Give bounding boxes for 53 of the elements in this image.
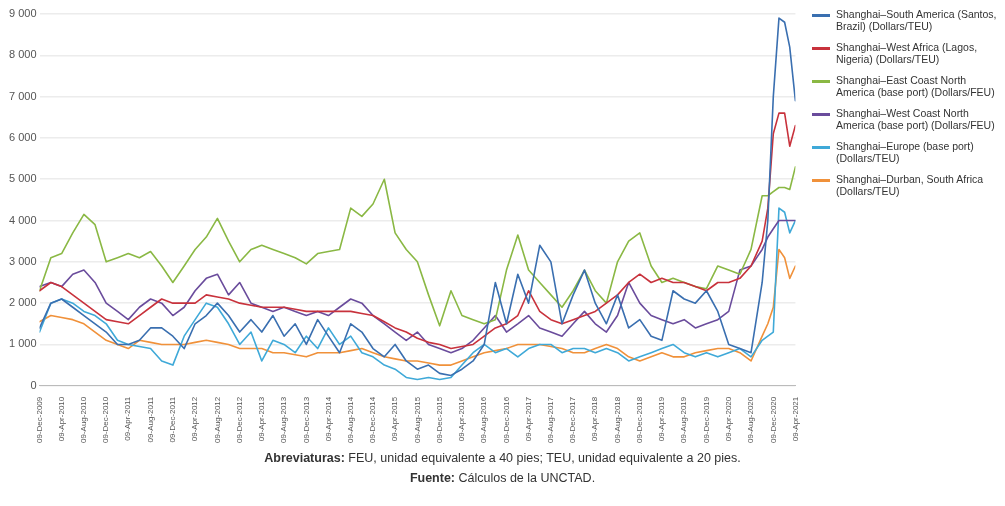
x-tick-label: 09-Apr-2012 (190, 396, 200, 442)
y-tick-label: 7 000 (9, 89, 37, 102)
x-tick-label: 09-Dec-2017 (568, 396, 578, 443)
x-tick-label: 09-Aug-2010 (79, 396, 89, 444)
legend-label: Shanghai–West Coast North America (base port) (Dollars/FEU) (836, 107, 996, 131)
x-tick-label: 09-Aug-2020 (746, 396, 756, 444)
x-tick-label: 09-Apr-2013 (256, 396, 266, 442)
y-tick-label: 8 000 (9, 48, 37, 61)
x-tick-label: 09-Dec-2020 (768, 396, 778, 443)
x-tick-label: 09-Aug-2015 (412, 396, 422, 444)
source-note: Fuente: Cálculos de la UNCTAD. (408, 470, 597, 487)
x-tick-label: 09-Apr-2020 (723, 396, 733, 442)
y-tick-label: 5 000 (9, 172, 37, 185)
legend-label: Shanghai–West Africa (Lagos, Nigeria) (Dollars/TEU) (836, 41, 979, 65)
x-tick-label: 09-Aug-2012 (212, 396, 222, 444)
y-tick-label: 9 000 (9, 7, 37, 20)
x-tick-label: 09-Dec-2018 (635, 396, 645, 443)
legend-label: Shanghai–Durban, South Africa (Dollars/TEU) (836, 173, 985, 197)
x-tick-label: 09-Dec-2013 (301, 396, 311, 443)
x-tick-label: 09-Apr-2019 (657, 396, 667, 442)
x-tick-label: 09-Dec-2009 (34, 396, 44, 443)
x-tick-label: 09-Aug-2017 (546, 396, 556, 444)
y-tick-label: 3 000 (9, 254, 37, 267)
x-tick-label: 09-Dec-2014 (368, 396, 378, 443)
x-tick-label: 09-Dec-2016 (501, 396, 511, 443)
x-tick-label: 09-Aug-2016 (479, 396, 489, 444)
legend-label: Shanghai–Europe (base port) (Dollars/TEU) (836, 140, 975, 164)
x-tick-label: 09-Apr-2017 (523, 396, 533, 442)
x-tick-label: 09-Apr-2015 (390, 396, 400, 442)
x-tick-label: 09-Dec-2015 (434, 396, 444, 443)
x-tick-label: 09-Aug-2013 (279, 396, 289, 444)
x-tick-label: 09-Apr-2018 (590, 396, 600, 442)
legend-label: Shanghai–South America (Santos, Brazil) (Dollars/TEU) (836, 8, 998, 32)
x-tick-label: 09-Aug-2019 (679, 396, 689, 444)
y-tick-label: 2 000 (9, 296, 37, 309)
y-tick-label: 6 000 (9, 130, 37, 143)
x-tick-label: 09-Dec-2012 (234, 396, 244, 443)
y-tick-label: 1 000 (9, 337, 37, 350)
x-tick-label: 09-Apr-2021 (790, 396, 800, 442)
x-tick-label: 09-Dec-2019 (701, 396, 711, 443)
y-tick-label: 4 000 (9, 213, 37, 226)
x-tick-label: 09-Dec-2011 (168, 396, 178, 443)
text: Abreviaturas: FEU, unidad equivalente a 40 pies; TEU, unidad equivalente a 20 pies. (263, 450, 742, 467)
x-tick-label: 09-Apr-2010 (56, 396, 66, 442)
x-tick-label: 09-Dec-2010 (101, 396, 111, 443)
x-tick-label: 09-Apr-2016 (457, 396, 467, 442)
x-tick-label: 09-Aug-2011 (145, 396, 155, 443)
x-tick-label: 09-Apr-2011 (123, 396, 133, 441)
x-tick-label: 09-Aug-2014 (345, 396, 355, 444)
x-tick-label: 09-Apr-2014 (323, 396, 333, 442)
x-tick-label: 09-Aug-2018 (612, 396, 622, 444)
legend-label: Shanghai–East Coast North America (base port) (Dollars/FEU) (836, 74, 996, 98)
y-tick-label: 0 (30, 378, 37, 391)
